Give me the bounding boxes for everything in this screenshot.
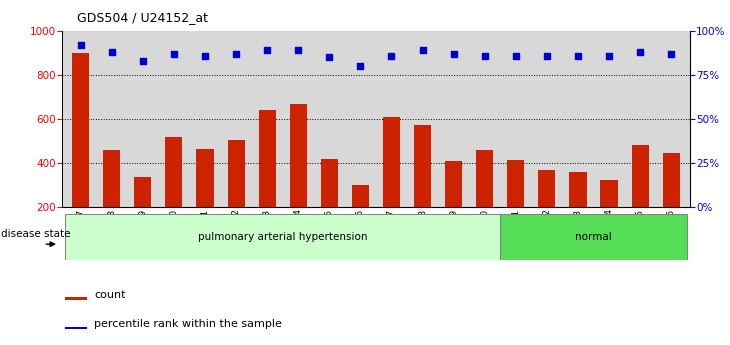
Bar (352, 185, 369, 251)
Bar (72, 53, 89, 251)
Bar (65, 214, 500, 260)
Point (417, 48, 429, 53)
Bar (476, 150, 493, 251)
Point (106, 49, 118, 55)
Bar (65, 327, 87, 329)
Bar (569, 172, 586, 251)
Bar (445, 161, 462, 251)
Point (323, 55, 335, 60)
Bar (65, 297, 87, 299)
Text: pulmonary arterial hypertension: pulmonary arterial hypertension (198, 232, 367, 242)
Point (137, 58, 149, 64)
Text: GDS504 / U24152_at: GDS504 / U24152_at (77, 11, 207, 24)
Point (479, 53, 491, 58)
Bar (663, 153, 680, 251)
Bar (601, 179, 618, 251)
Point (634, 49, 646, 55)
Bar (631, 146, 649, 251)
Point (510, 53, 522, 58)
Bar (500, 214, 687, 260)
Point (603, 53, 615, 58)
Bar (166, 137, 182, 251)
Bar (103, 150, 120, 251)
Bar (290, 104, 307, 251)
Point (293, 48, 304, 53)
Bar (538, 170, 556, 251)
Point (230, 51, 242, 57)
Point (665, 51, 677, 57)
Text: percentile rank within the sample: percentile rank within the sample (94, 319, 282, 329)
Bar (414, 125, 431, 251)
Bar (196, 149, 214, 251)
Point (199, 53, 211, 58)
Bar (383, 117, 400, 251)
Point (261, 48, 273, 53)
Point (355, 63, 366, 69)
Bar (507, 160, 524, 251)
Text: disease state: disease state (1, 229, 70, 239)
Point (385, 53, 397, 58)
Point (447, 51, 459, 57)
Text: count: count (94, 290, 126, 299)
Bar (258, 110, 276, 251)
Bar (134, 177, 151, 251)
Point (572, 53, 584, 58)
Point (168, 51, 180, 57)
Point (75, 42, 87, 48)
Point (541, 53, 553, 58)
Text: normal: normal (575, 232, 612, 242)
Bar (228, 140, 245, 251)
Bar (320, 159, 338, 251)
